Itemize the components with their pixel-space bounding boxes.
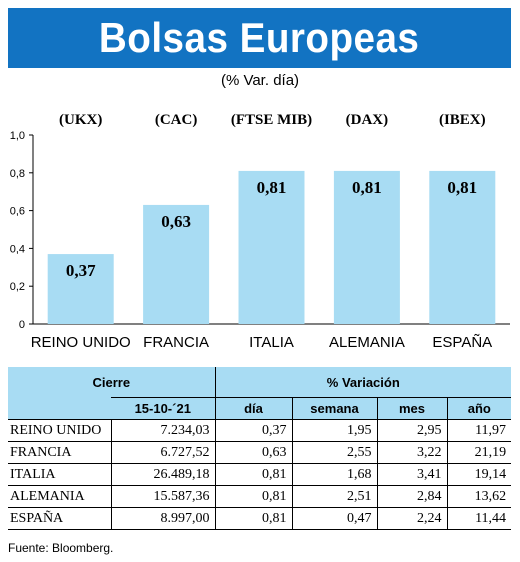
category-label: REINO UNIDO [31,334,131,351]
semana-cell: 2,51 [291,485,378,508]
mes-cell: 2,24 [376,507,448,530]
bar-value-label: 0,81 [447,178,477,197]
mes-column-header: mes [376,397,448,420]
ano-cell: 19,14 [446,463,512,486]
dia-cell: 0,81 [214,507,293,530]
country-cell: ITALIA [8,463,111,486]
dia-column-header: día [214,397,293,420]
mes-cell: 3,41 [376,463,448,486]
chart-subtitle: (% Var. día) [220,72,300,89]
bar-chart: 0 0,2 0,4 0,6 0,8 1,0 0,37 (UKX) REINO UNIDO 0,6… [10,112,510,351]
bar [238,170,305,324]
ano-cell: 13,62 [446,485,512,508]
mes-cell: 2,95 [376,419,448,442]
bar-value-label: 0,81 [257,178,287,197]
ano-cell: 21,19 [446,441,512,464]
y-tick-label: 0,2 [10,281,25,293]
semana-column-header: semana [291,397,378,420]
bar [333,170,400,324]
country-cell: ALEMANIA [8,485,111,508]
ano-column-header: año [446,397,512,420]
country-cell: ESPAÑA [8,507,111,530]
dia-cell: 0,81 [214,463,293,486]
y-tick-label: 0,4 [10,243,25,255]
bar [429,170,496,324]
mes-cell: 2,84 [376,485,448,508]
dia-cell: 0,63 [214,441,293,464]
cierre-cell: 26.489,18 [110,463,216,486]
table-row: FRANCIA 6.727,52 0,63 2,55 3,22 21,19 [8,441,512,464]
dia-cell: 0,81 [214,485,293,508]
country-column-header [8,397,111,420]
cierre-group-header: Cierre [8,367,216,398]
semana-cell: 1,95 [291,419,378,442]
date-column-header: 15-10-´21 [111,397,216,420]
title-banner: Bolsas Europeas [8,8,511,68]
semana-cell: 1,68 [291,463,378,486]
category-label: ESPAÑA [432,334,492,351]
index-label: (IBEX) [439,112,486,128]
table-row: REINO UNIDO 7.234,03 0,37 1,95 2,95 11,97 [8,419,512,442]
index-label: (FTSE MIB) [231,112,312,128]
bar-value-label: 0,81 [352,178,382,197]
y-tick-label: 0 [19,319,25,331]
ano-cell: 11,97 [446,419,512,442]
country-cell: REINO UNIDO [8,419,111,442]
cierre-cell: 15.587,36 [110,485,216,508]
index-label: (UKX) [59,112,102,128]
bar-value-label: 0,63 [161,212,191,231]
ano-cell: 11,44 [446,507,512,530]
y-tick-label: 1,0 [10,130,25,142]
dia-cell: 0,37 [214,419,293,442]
variacion-group-header: % Variación [214,367,512,398]
country-cell: FRANCIA [8,441,111,464]
table-row: ALEMANIA 15.587,36 0,81 2,51 2,84 13,62 [8,485,512,508]
cierre-cell: 7.234,03 [110,419,216,442]
cierre-cell: 6.727,52 [110,441,216,464]
page-title: Bolsas Europeas [99,14,420,61]
category-label: FRANCIA [143,334,209,351]
index-label: (CAC) [155,112,198,128]
table-row: ITALIA 26.489,18 0,81 1,68 3,41 19,14 [8,463,512,486]
stock-table: Cierre % Variación 15-10-´21 día semana … [8,367,512,530]
semana-cell: 2,55 [291,441,378,464]
semana-cell: 0,47 [291,507,378,530]
category-label: ALEMANIA [329,334,405,351]
index-label: (DAX) [346,112,389,128]
table-row: ESPAÑA 8.997,00 0,81 0,47 2,24 11,44 [8,507,512,530]
cierre-cell: 8.997,00 [110,507,216,530]
category-label: ITALIA [249,334,294,351]
y-tick-label: 0,8 [10,168,25,180]
bar-value-label: 0,37 [66,261,96,280]
mes-cell: 3,22 [376,441,448,464]
bar [47,254,114,324]
source-note: Fuente: Bloomberg. [8,541,114,555]
bar [143,204,210,324]
y-tick-label: 0,6 [10,206,25,218]
